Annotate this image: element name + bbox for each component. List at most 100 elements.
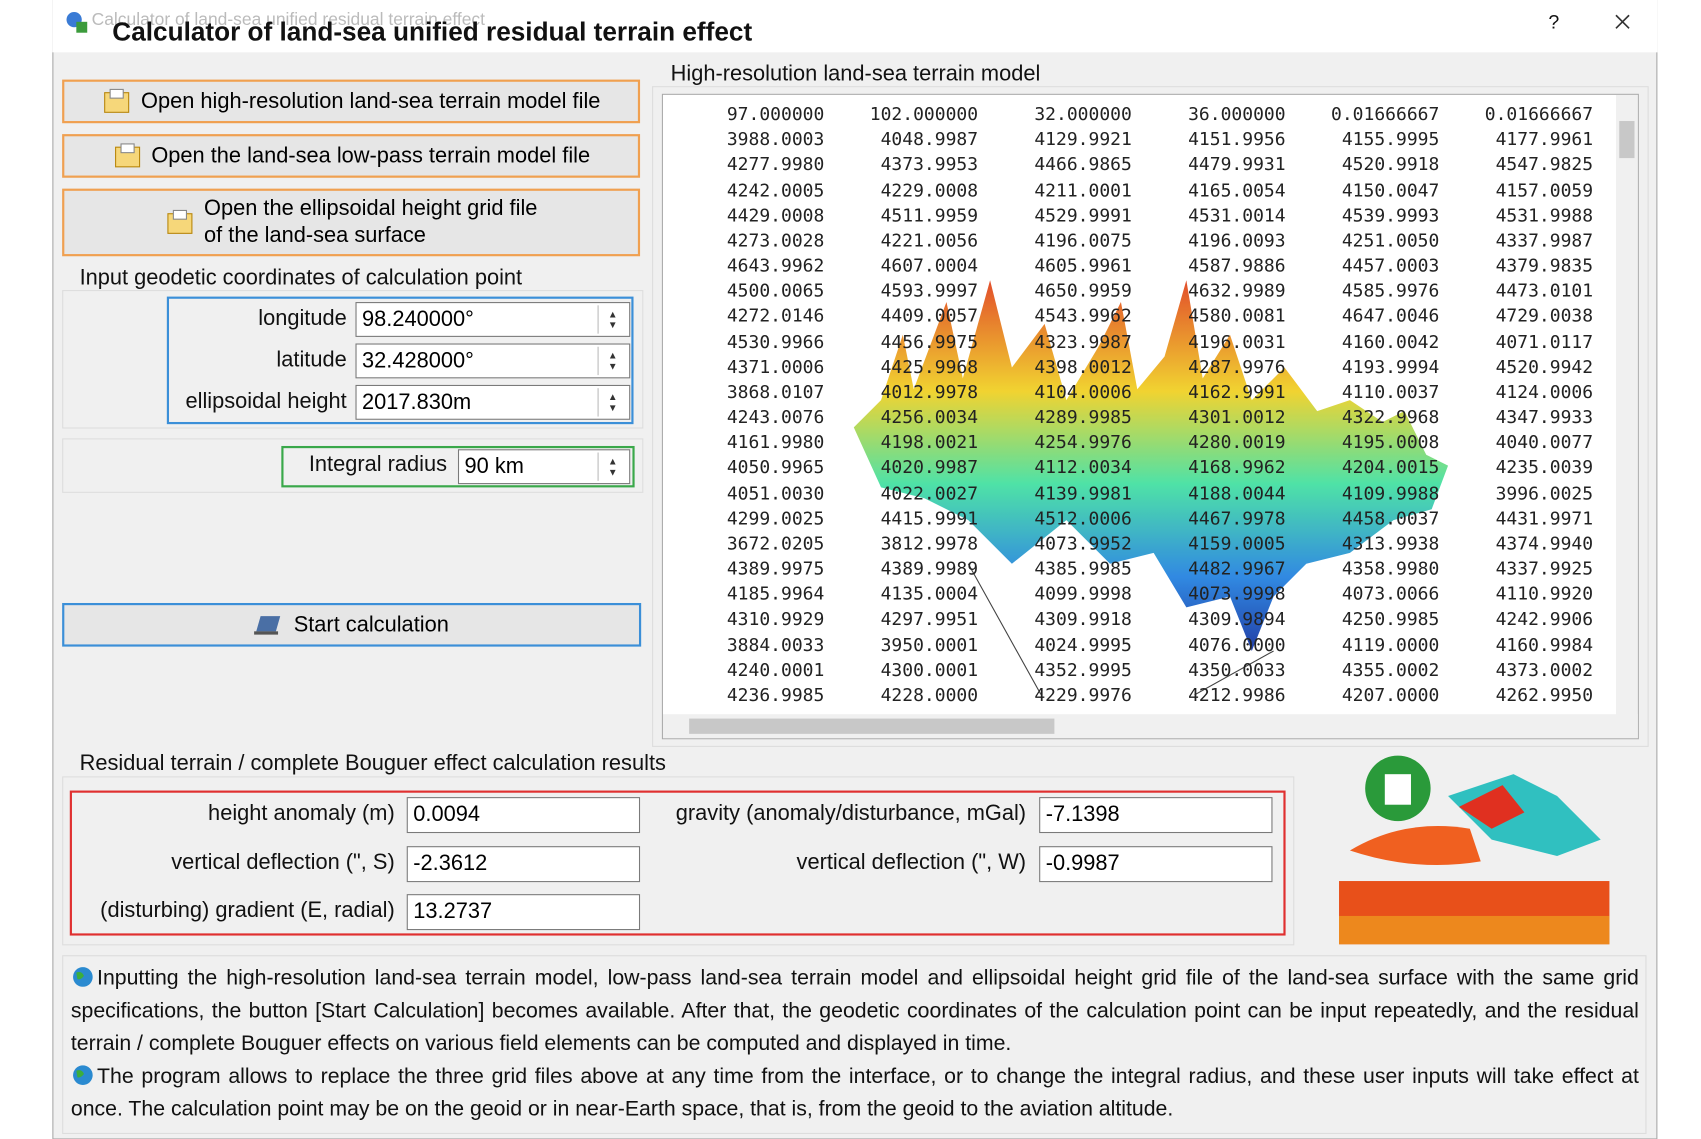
grid-value: 4050.9965 [672,457,825,478]
grid-value: 4235.0039 [1440,457,1593,478]
grid-value: 4073.9952 [979,533,1132,554]
grid-value: 4371.0006 [672,356,825,377]
grid-value: 4467.9978 [1133,508,1286,529]
grid-value: 4022.0027 [825,483,978,504]
grid-value: 4262.9950 [1440,685,1593,706]
grid-value: 4250.9985 [1287,609,1440,630]
field-input[interactable]: 32.428000°▲▼ [355,343,630,378]
grid-value: 4289.9985 [979,407,1132,428]
grid-value: 4607.0004 [825,255,978,276]
spinner[interactable]: ▲▼ [598,388,627,416]
horizontal-scrollbar[interactable] [663,714,1639,738]
grid-value: 3988.0003 [672,129,825,150]
grid-value: 4229.0008 [825,179,978,200]
grid-value: 4632.9989 [1133,280,1286,301]
grid-value: 4299.0025 [672,508,825,529]
grid-value: 4177.9961 [1440,129,1593,150]
grid-value: 4240.0001 [672,659,825,680]
grid-value: 4160.0042 [1287,331,1440,352]
result-output[interactable]: 13.2737 [407,894,640,930]
close-button[interactable] [1614,13,1631,30]
radius-input[interactable]: 90 km▲▼ [458,449,630,484]
start-button[interactable]: Start calculation [62,603,641,647]
spinner[interactable]: ▲▼ [598,453,627,481]
grid-value: 4458.0037 [1287,508,1440,529]
grid-value: 4024.9995 [979,634,1132,655]
open-terrain-button[interactable]: Open high-resolution land-sea terrain mo… [62,80,640,124]
group-title: Input geodetic coordinates of calculatio… [80,266,523,291]
grid-value: 4051.0030 [672,483,825,504]
grid-value: 4221.0056 [825,230,978,251]
spinner[interactable]: ▲▼ [598,347,627,375]
grid-value: 4500.0065 [672,280,825,301]
grid-value: 4135.0004 [825,584,978,605]
grid-value: 4350.0033 [1133,659,1286,680]
grid-value: 4207.0000 [1287,685,1440,706]
grid-value: 4236.9985 [672,685,825,706]
result-label: gravity (anomaly/disturbance, mGal) [590,801,1026,826]
field-input[interactable]: 98.240000°▲▼ [355,302,630,337]
grid-value: 4196.0093 [1133,230,1286,251]
grid-value: 4204.0015 [1287,457,1440,478]
grid-value: 4531.9988 [1440,205,1593,226]
grid-value: 4110.0037 [1287,381,1440,402]
text-area[interactable]: 97.000000102.00000032.00000036.0000000.0… [662,94,1639,740]
grid-value: 4457.0003 [1287,255,1440,276]
label-line: of the land-sea surface [204,224,426,248]
grid-value: 4431.9971 [1440,508,1593,529]
globe-icon [71,966,97,988]
grid-value: 4337.9987 [1440,230,1593,251]
grid-value: 3950.0001 [825,634,978,655]
radius-label: Integral radius [281,453,447,478]
grid-value: 4520.9918 [1287,154,1440,175]
grid-value: 4415.9991 [825,508,978,529]
note-paragraph: The program allows to replace the three … [71,1060,1639,1125]
result-output[interactable]: -0.9987 [1039,846,1272,882]
app-icon [63,9,89,35]
grid-value: 4277.9980 [672,154,825,175]
grid-value: 4161.9980 [672,432,825,453]
grid-value: 4198.0021 [825,432,978,453]
panel-title: High-resolution land-sea terrain model [671,62,1041,87]
grid-value: 4168.9962 [1133,457,1286,478]
open-ellipsoid-button[interactable]: Open the ellipsoidal height grid file of … [62,189,640,257]
grid-value: 4580.0081 [1133,306,1286,327]
grid-value: 102.000000 [825,104,978,125]
help-button[interactable]: ? [1548,11,1559,34]
grid-value: 36.000000 [1133,104,1286,125]
grid-value: 4373.9953 [825,154,978,175]
grid-value: 4071.0117 [1440,331,1593,352]
grid-value: 3812.9978 [825,533,978,554]
grid-value: 4585.9976 [1287,280,1440,301]
grid-value: 4729.0038 [1440,306,1593,327]
grid-value: 4389.9989 [825,558,978,579]
grid-value: 4229.9976 [979,685,1132,706]
field-input[interactable]: 2017.830m ▲▼ [355,385,630,420]
result-label: (disturbing) gradient (E, radial) [0,898,395,923]
grid-value: 4162.9991 [1133,381,1286,402]
spinner[interactable]: ▲▼ [598,305,627,333]
grid-value: 4151.9956 [1133,129,1286,150]
grid-value: 4322.9968 [1287,407,1440,428]
field-label: latitude [164,348,347,373]
grid-value: 4529.9991 [979,205,1132,226]
result-output[interactable]: -7.1398 [1039,797,1272,833]
grid-value: 4228.0000 [825,685,978,706]
vertical-scrollbar[interactable] [1616,95,1638,717]
grid-value: 4112.0034 [979,457,1132,478]
label-line: Open the ellipsoidal height grid file [204,196,537,220]
grid-value: 4530.9966 [672,331,825,352]
grid-value: 4193.9994 [1287,356,1440,377]
grid-value: 4119.0000 [1287,634,1440,655]
open-lowpass-button[interactable]: Open the land-sea low-pass terrain model… [62,134,640,178]
input-value: 2017.830m [362,390,471,414]
grid-value: 4280.0019 [1133,432,1286,453]
grid-value: 4048.9987 [825,129,978,150]
grid-value: 4587.9886 [1133,255,1286,276]
grid-value: 4256.0034 [825,407,978,428]
grid-value: 4337.9925 [1440,558,1593,579]
grid-value: 4242.9906 [1440,609,1593,630]
grid-value: 4157.0059 [1440,179,1593,200]
